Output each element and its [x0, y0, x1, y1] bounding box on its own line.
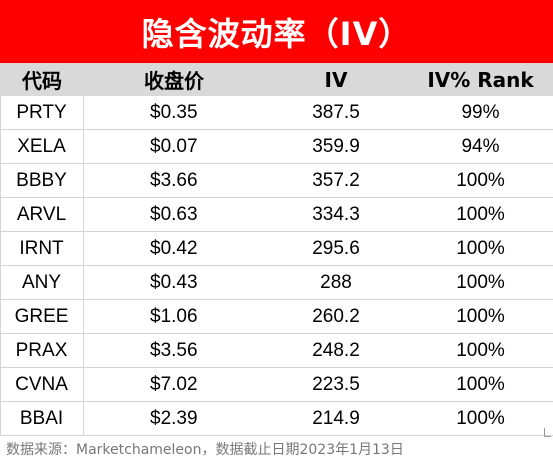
- ticker-cell: BBAI: [0, 401, 84, 436]
- column-header-ticker: 代码: [22, 69, 62, 93]
- rank-cell: 100%: [456, 373, 505, 395]
- rank-cell: 100%: [456, 407, 505, 429]
- table-row: PRTY $0.35 387.5 99%: [0, 95, 553, 130]
- ticker-cell: GREE: [0, 299, 84, 334]
- table-row: IRNT $0.42 295.6 100%: [0, 231, 553, 266]
- ticker-cell: XELA: [0, 129, 84, 164]
- rank-cell: 99%: [461, 101, 500, 123]
- iv-cell: 359.9: [312, 135, 360, 157]
- iv-cell: 387.5: [312, 101, 360, 123]
- iv-cell: 260.2: [312, 305, 360, 327]
- price-cell: $7.02: [150, 373, 198, 395]
- price-cell: $2.39: [150, 407, 198, 429]
- rank-cell: 100%: [456, 305, 505, 327]
- table-row: XELA $0.07 359.9 94%: [0, 129, 553, 164]
- price-cell: $3.56: [150, 339, 198, 361]
- ticker-cell: ARVL: [0, 197, 84, 232]
- rank-cell: 94%: [461, 135, 500, 157]
- ticker-cell: PRAX: [0, 333, 84, 368]
- iv-cell: 223.5: [312, 373, 360, 395]
- price-cell: $0.43: [150, 271, 198, 293]
- table-header: 代码 收盘价 IV IV% Rank: [0, 63, 553, 96]
- ticker-cell: IRNT: [0, 231, 84, 266]
- table-row: ANY $0.43 288 100%: [0, 265, 553, 300]
- column-header-iv: IV: [324, 67, 348, 92]
- price-cell: $0.63: [150, 203, 198, 225]
- table-row: PRAX $3.56 248.2 100%: [0, 333, 553, 368]
- rank-cell: 100%: [456, 271, 505, 293]
- cell-corner-marker: [544, 428, 551, 437]
- source-note: 数据来源：Marketchameleon，数据截止日期2023年1月13日: [6, 442, 404, 458]
- table-title: 隐含波动率（IV）: [0, 0, 553, 63]
- ticker-cell: CVNA: [0, 367, 84, 402]
- price-cell: $3.66: [150, 169, 198, 191]
- iv-cell: 288: [320, 271, 352, 293]
- column-header-iv-rank: IV% Rank: [427, 67, 534, 92]
- iv-cell: 357.2: [312, 169, 360, 191]
- iv-cell: 248.2: [312, 339, 360, 361]
- rank-cell: 100%: [456, 203, 505, 225]
- rank-cell: 100%: [456, 237, 505, 259]
- price-cell: $0.07: [150, 135, 198, 157]
- ticker-cell: ANY: [0, 265, 84, 300]
- table-left-border: [0, 96, 1, 436]
- table-row: BBBY $3.66 357.2 100%: [0, 163, 553, 198]
- table-row: ARVL $0.63 334.3 100%: [0, 197, 553, 232]
- ticker-cell: BBBY: [0, 163, 84, 198]
- table-row: CVNA $7.02 223.5 100%: [0, 367, 553, 402]
- rank-cell: 100%: [456, 169, 505, 191]
- table-body: PRTY $0.35 387.5 99% XELA $0.07 359.9 94…: [0, 95, 553, 436]
- rank-cell: 100%: [456, 339, 505, 361]
- price-cell: $1.06: [150, 305, 198, 327]
- iv-cell: 295.6: [312, 237, 360, 259]
- iv-cell: 334.3: [312, 203, 360, 225]
- ticker-cell: PRTY: [0, 95, 84, 130]
- iv-cell: 214.9: [312, 407, 360, 429]
- column-header-price: 收盘价: [144, 69, 204, 93]
- table-row: BBAI $2.39 214.9 100%: [0, 401, 553, 436]
- table-row: GREE $1.06 260.2 100%: [0, 299, 553, 334]
- price-cell: $0.42: [150, 237, 198, 259]
- price-cell: $0.35: [150, 101, 198, 123]
